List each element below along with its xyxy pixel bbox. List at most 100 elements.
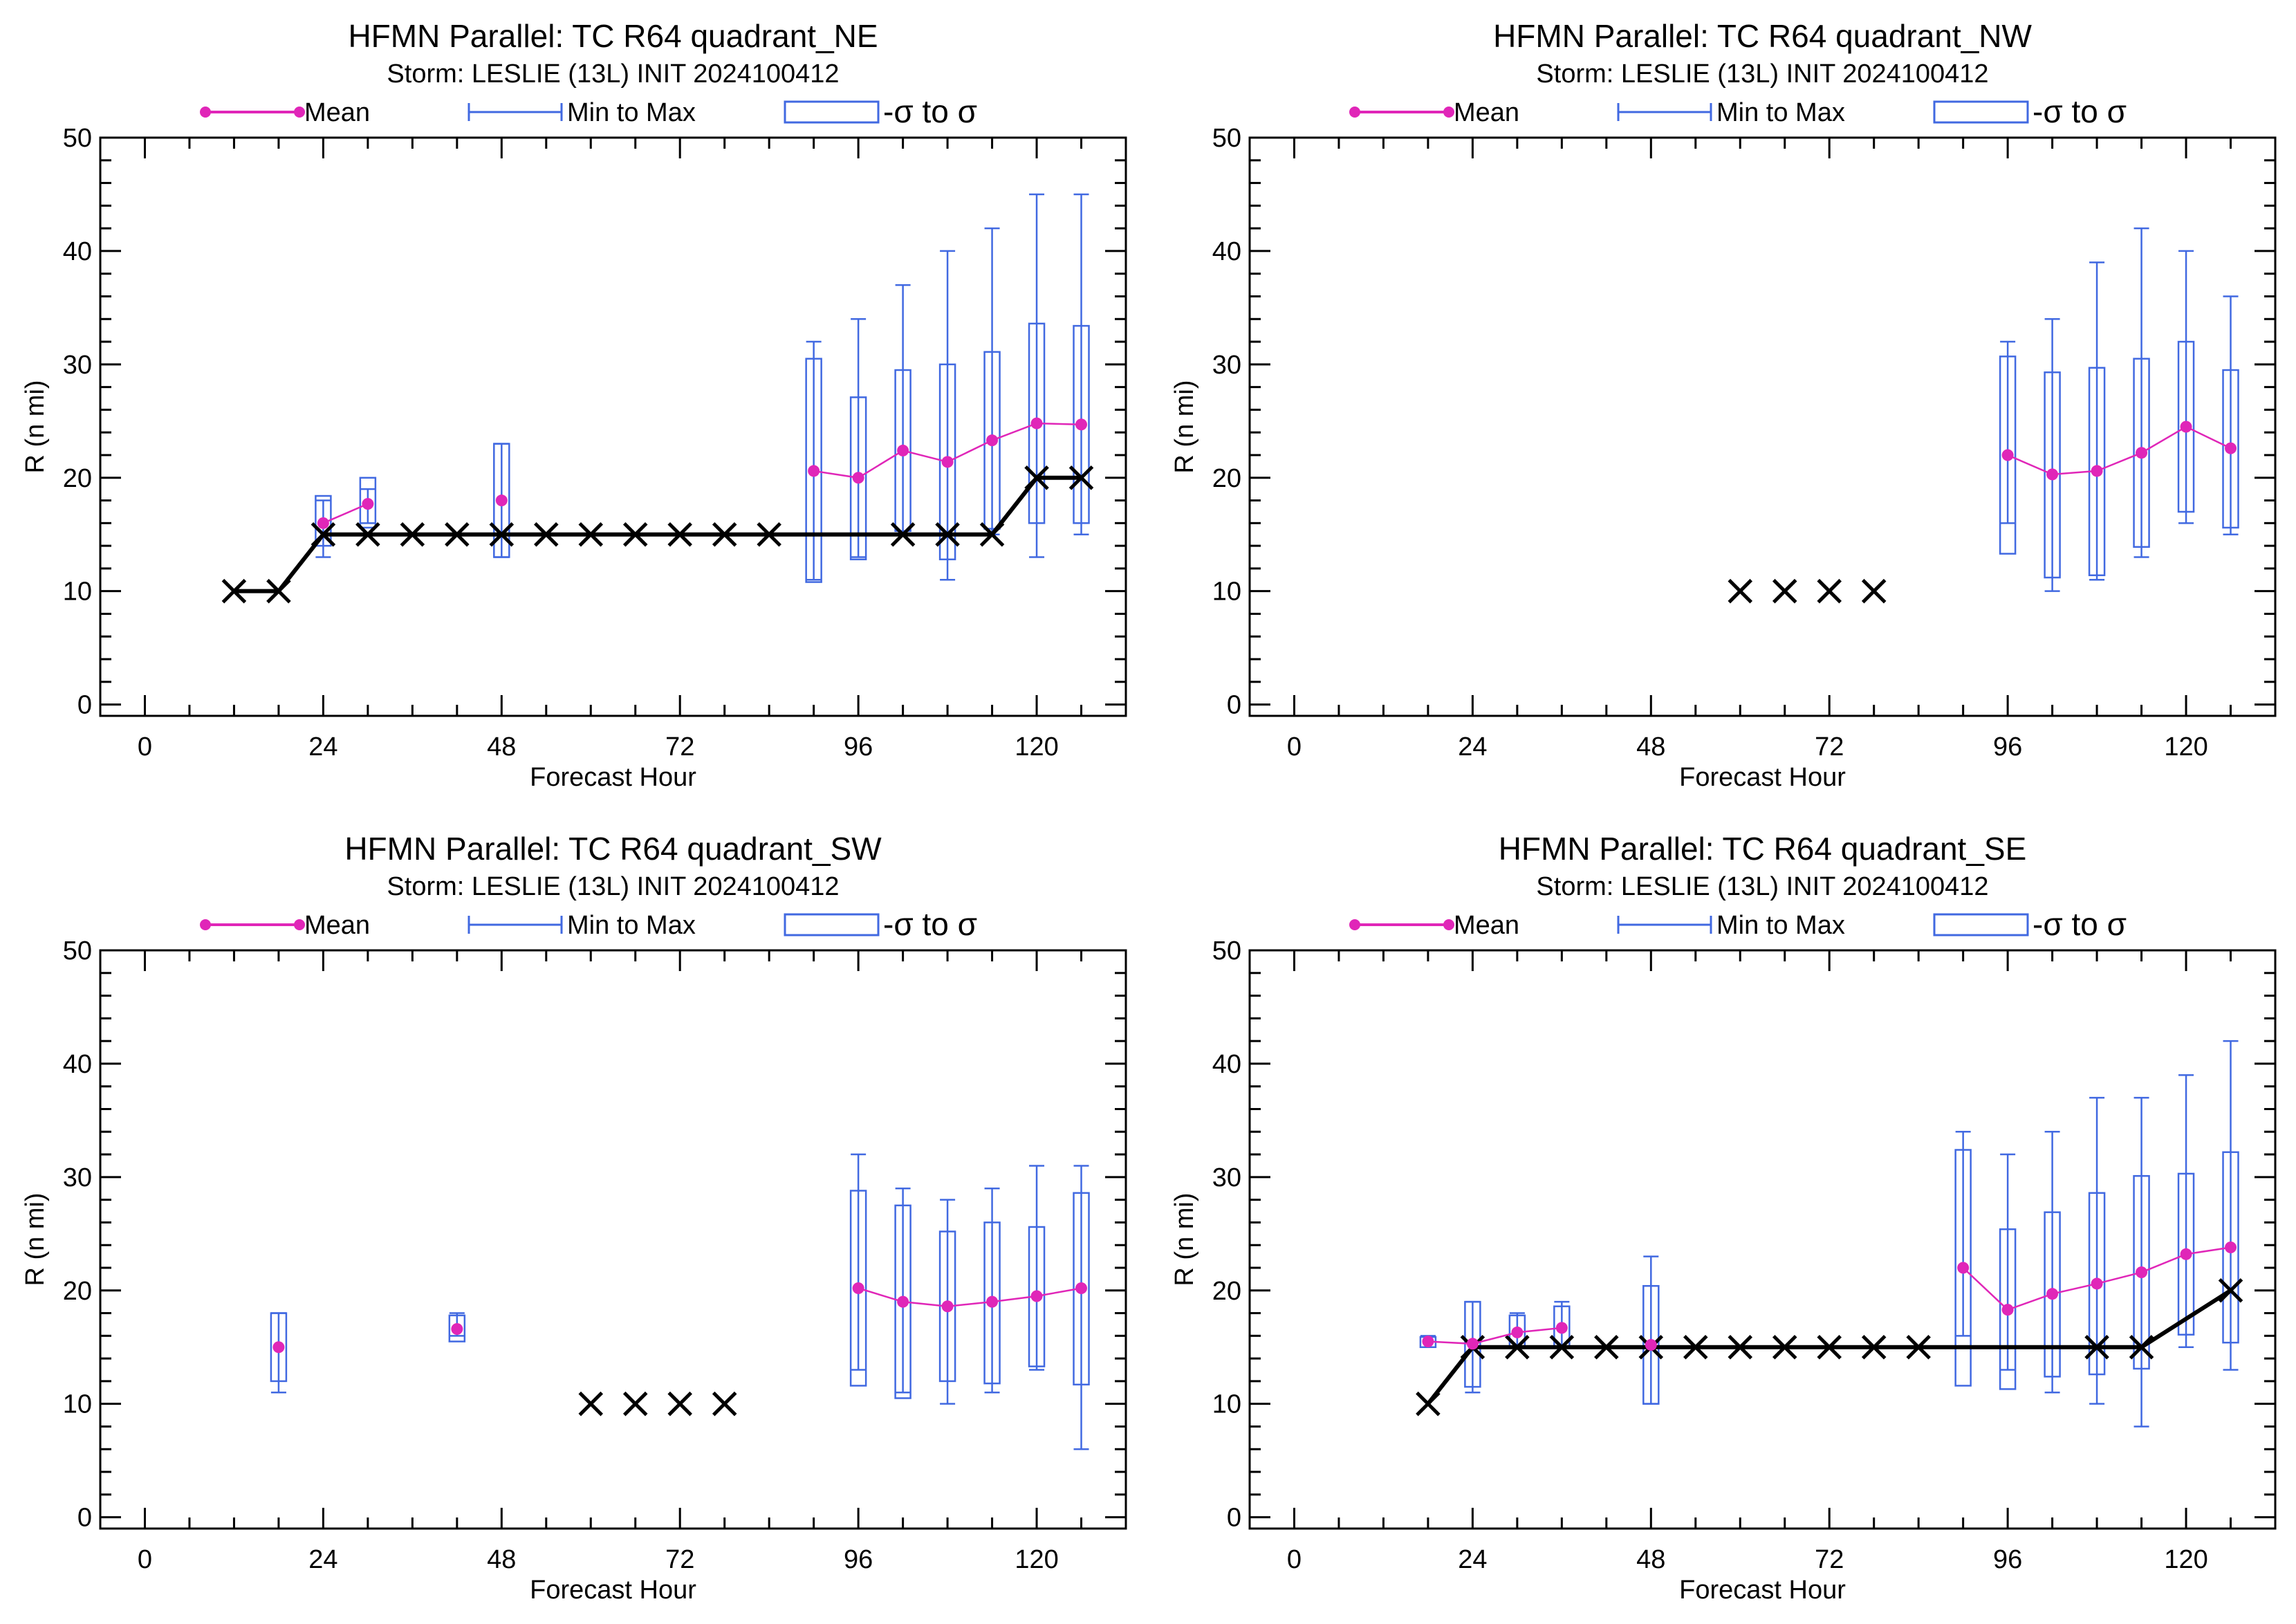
sigma-box [1954, 1149, 1972, 1387]
y-axis-title: R (n mi) [1170, 380, 1199, 473]
mean-point [451, 1322, 463, 1335]
mean-point [1075, 1282, 1088, 1294]
observed-marker-stroke-b [1068, 465, 1094, 490]
observed-marker [311, 522, 336, 547]
ensemble-hour [2044, 318, 2061, 592]
y-axis-title: R (n mi) [21, 1192, 50, 1286]
x-tick-label: 0 [1287, 1545, 1302, 1574]
legend-mean-label: Mean [1454, 911, 1519, 940]
x-axis-title: Forecast Hour [530, 763, 696, 792]
plot-frame [99, 136, 1127, 717]
y-tick-label: 50 [1212, 124, 1241, 153]
mean-point [941, 456, 954, 468]
mean-point [1422, 1336, 1434, 1348]
sigma-box [493, 443, 510, 558]
y-tick-label: 40 [1212, 237, 1241, 266]
mean-line [2007, 425, 2232, 476]
observed-marker [355, 522, 380, 547]
observed-marker [712, 522, 737, 547]
x-tick-label: 72 [665, 1545, 694, 1574]
legend-range-label: Min to Max [1716, 911, 1845, 940]
x-tick-label: 48 [487, 1545, 516, 1574]
observed-marker-stroke-b [1728, 1334, 1753, 1360]
observed-marker-stroke-b [2218, 1277, 2243, 1303]
mean-point [2091, 1277, 2103, 1290]
observed-marker [2218, 1277, 2243, 1303]
chart-title: HFMN Parallel: TC R64 quadrant_NW [1493, 18, 2032, 54]
observed-marker-stroke-b [1728, 578, 1753, 604]
x-tick-label: 120 [2164, 1545, 2207, 1574]
y-tick-label: 10 [63, 1390, 92, 1419]
x-tick-label: 96 [1993, 1545, 2022, 1574]
sigma-box [2088, 1192, 2106, 1376]
observed-marker [1549, 1334, 1575, 1360]
mean-point [317, 517, 329, 529]
observed-marker-stroke-b [935, 522, 960, 547]
x-tick-label: 24 [1458, 1545, 1487, 1574]
legend-sigma-box [1933, 913, 2029, 936]
panel-se: HFMN Parallel: TC R64 quadrant_SE Storm: … [1170, 831, 2277, 1605]
ensemble-hour [1999, 1153, 2017, 1390]
observed-marker [935, 522, 960, 547]
sigma-box [894, 369, 911, 533]
sigma-box [1464, 1300, 1481, 1388]
sigma-box [849, 396, 867, 561]
ensemble-hour [938, 250, 956, 581]
ensemble-hour [2222, 295, 2239, 535]
observed-marker-stroke-b [1024, 465, 1049, 490]
chart-subtitle: Storm: LESLIE (13L) INIT 2024100412 [387, 59, 839, 89]
sigma-box [2177, 340, 2195, 513]
mean-point [1957, 1262, 1970, 1274]
y-tick-label: 0 [77, 1504, 92, 1533]
observed-marker [2084, 1334, 2109, 1360]
observed-marker-stroke-b [890, 522, 916, 547]
ensemble-hour [1954, 1131, 1972, 1387]
sigma-box [849, 1190, 867, 1387]
y-tick-label: 30 [63, 351, 92, 380]
x-axis-title: Forecast Hour [530, 1576, 696, 1605]
ensemble-hour [2133, 227, 2150, 558]
chart-subtitle: Storm: LESLIE (13L) INIT 2024100412 [1536, 872, 1988, 901]
sigma-box [2044, 1211, 2061, 1378]
ensemble-hour [805, 340, 822, 583]
observed-marker-stroke-b [578, 522, 604, 547]
mean-point [941, 1300, 954, 1313]
observed-marker-stroke-b [355, 522, 380, 547]
mean-point [2180, 1248, 2192, 1260]
observed-marker [979, 522, 1005, 547]
observed-marker [445, 522, 470, 547]
sigma-box [1642, 1284, 1660, 1405]
sigma-box [1999, 1228, 2017, 1390]
observed-marker [1416, 1391, 1441, 1417]
ensemble-hour [2133, 1096, 2150, 1428]
observed-marker [1728, 578, 1753, 604]
observed-marker [667, 1391, 692, 1417]
observed-marker [489, 522, 515, 547]
mean-point [2136, 1266, 2148, 1279]
mean-point [897, 1295, 909, 1308]
observed-marker [1068, 465, 1094, 490]
observed-marker [757, 522, 781, 547]
y-tick-label: 50 [63, 124, 92, 153]
y-tick-label: 10 [1212, 578, 1241, 607]
mean-point [1466, 1338, 1479, 1350]
legend-range-label: Min to Max [567, 98, 696, 127]
mean-point [2091, 465, 2103, 477]
mean-point [272, 1341, 285, 1354]
observed-marker [400, 522, 425, 547]
observed-line [234, 475, 1082, 593]
x-tick-label: 24 [1458, 732, 1487, 762]
x-tick-label: 48 [1636, 732, 1665, 762]
panel-sw: HFMN Parallel: TC R64 quadrant_SW Storm: … [21, 831, 1127, 1605]
observed-marker-stroke-b [667, 522, 692, 547]
mean-point [2001, 1304, 2014, 1316]
legend: Mean Min to Max -σ to σ [1349, 93, 2127, 129]
observed-marker-stroke-b [1906, 1334, 1931, 1360]
mean-point [1075, 418, 1088, 431]
mean-point [2225, 442, 2237, 454]
panel-nw: HFMN Parallel: TC R64 quadrant_NW Storm: … [1170, 18, 2277, 792]
mean-point [1030, 417, 1043, 430]
observed-marker-stroke-b [712, 1391, 737, 1417]
legend: Mean Min to Max -σ to σ [1349, 906, 2127, 942]
observed-marker-stroke-b [1505, 1334, 1530, 1360]
